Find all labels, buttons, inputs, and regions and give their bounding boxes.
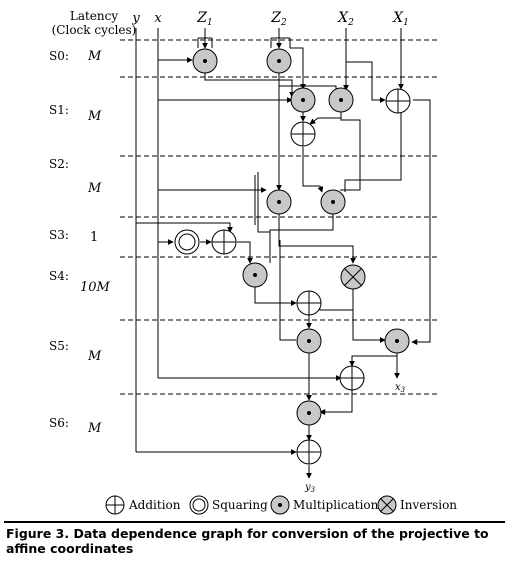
stage-latency-s5: M (87, 349, 102, 364)
stage-latency-s1: M (87, 109, 102, 124)
s3-addition (211, 229, 237, 255)
input-label-z2: Z2 (270, 10, 287, 28)
legend-multiplication-label: Multiplication (293, 498, 379, 512)
s4-addition (296, 290, 322, 316)
s6-addition (296, 439, 322, 465)
header: Latency (Clock cycles) y x Z1 Z2 X2 X1 (52, 9, 409, 37)
s5-addition (339, 365, 365, 391)
stage-label-s3: S3: (49, 228, 69, 242)
figure-caption: Figure 3. Data dependence graph for conv… (6, 526, 489, 556)
legend-addition-label: Addition (128, 498, 181, 512)
data-edges (135, 28, 431, 479)
data-dependence-graph: Latency (Clock cycles) y x Z1 Z2 X2 X1 S… (49, 9, 457, 515)
stage-label-s5: S5: (49, 339, 69, 353)
s5-multiplication-1 (296, 328, 322, 354)
stage-latency-s2: M (87, 181, 102, 196)
s0-multiplication-1 (192, 48, 218, 74)
legend-multiplication-icon (270, 495, 290, 515)
s1-addition-1 (385, 88, 411, 114)
latency-units-label: (Clock cycles) (52, 23, 137, 37)
s2-multiplication-2 (320, 189, 346, 215)
input-label-x: x (154, 11, 162, 26)
legend-squaring-label: Squaring (212, 498, 268, 512)
caption-divider (4, 521, 505, 523)
stage-label-s2: S2: (49, 157, 69, 171)
output-label-y3: y3 (304, 482, 316, 494)
operation-nodes (174, 48, 411, 465)
s1-multiplication-2 (328, 87, 354, 113)
s0-multiplication-2 (266, 48, 292, 74)
input-label-x2: X2 (337, 10, 354, 28)
stage-latency-s3: 1 (90, 230, 98, 245)
stage-separators (120, 39, 440, 395)
s5-multiplication-2 (384, 328, 410, 354)
stage-latency-s0: M (87, 49, 102, 64)
stage-label-s6: S6: (49, 416, 69, 430)
input-label-y: y (131, 11, 140, 26)
s4-inversion (340, 264, 366, 290)
stage-label-s1: S1: (49, 103, 69, 117)
output-label-x3: x3 (395, 382, 406, 394)
legend-squaring-icon (189, 495, 209, 515)
s3-squaring (174, 229, 200, 255)
s6-multiplication (296, 400, 322, 426)
outputs: x3 y3 (304, 382, 406, 494)
s1-multiplication-1 (290, 87, 316, 113)
stage-latency-s6: M (87, 421, 102, 436)
stage-labels: S0: M S1: M S2: M S3: 1 S4: 10M S5: M S6… (49, 49, 111, 436)
stage-label-s4: S4: (49, 269, 69, 283)
s1-addition-2 (290, 121, 316, 147)
input-label-x1: X1 (392, 10, 409, 28)
legend-addition-icon (105, 495, 125, 515)
stage-label-s0: S0: (49, 49, 69, 63)
legend-inversion-label: Inversion (400, 498, 457, 512)
s2-multiplication-1 (266, 189, 292, 215)
legend-inversion-icon (377, 495, 397, 515)
latency-label: Latency (70, 9, 118, 23)
input-label-z1: Z1 (196, 10, 212, 28)
legend: Addition Squaring Multiplication Inversi… (105, 495, 457, 515)
stage-latency-s4: 10M (80, 280, 111, 295)
s4-multiplication (242, 262, 268, 288)
